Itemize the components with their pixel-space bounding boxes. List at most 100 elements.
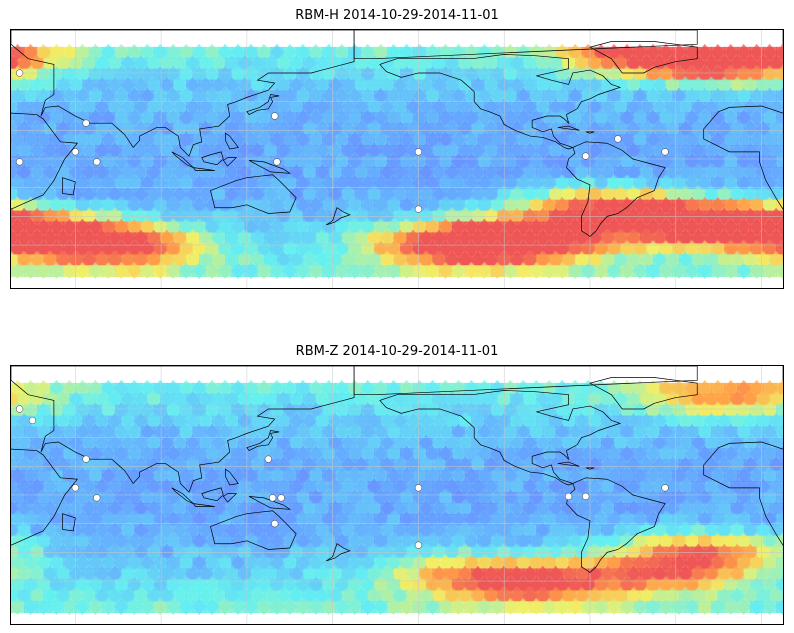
swath-diamond	[620, 489, 635, 506]
swath-diamond	[659, 445, 674, 463]
swath-diamond	[36, 467, 51, 485]
swath-diamond	[179, 467, 194, 485]
swath-diamond	[769, 434, 783, 452]
swath-diamond	[75, 445, 90, 463]
swath-diamond	[471, 499, 486, 517]
swath-diamond	[458, 499, 473, 517]
swath-diamond	[49, 379, 64, 397]
swath-diamond	[205, 218, 220, 236]
swath-diamond	[296, 379, 311, 397]
swath-diamond	[549, 478, 564, 495]
swath-diamond	[477, 445, 492, 463]
swath-diamond	[315, 229, 330, 247]
swath-diamond	[704, 478, 719, 495]
swath-diamond	[244, 576, 259, 594]
swath-diamond	[114, 554, 129, 572]
swath-diamond	[503, 131, 518, 149]
swath-diamond	[160, 499, 175, 517]
swath-diamond	[153, 379, 168, 397]
swath-diamond	[639, 478, 654, 495]
swath-diamond	[516, 240, 531, 258]
swath-diamond	[769, 98, 783, 116]
swath-diamond	[218, 153, 233, 170]
swath-diamond	[594, 153, 609, 170]
swath-diamond	[43, 229, 58, 247]
swath-diamond	[23, 262, 38, 280]
swath-diamond	[23, 87, 38, 105]
swath-diamond	[335, 401, 350, 419]
swath-diamond	[724, 554, 739, 572]
swath-diamond	[763, 467, 778, 485]
swath-diamond	[756, 76, 771, 94]
swath-diamond	[432, 98, 447, 116]
swath-diamond	[380, 54, 395, 72]
swath-diamond	[730, 565, 745, 583]
swath-diamond	[484, 76, 499, 94]
swath-diamond	[237, 163, 252, 181]
swath-diamond	[101, 262, 116, 280]
swath-diamond	[529, 554, 544, 572]
swath-diamond	[114, 240, 129, 258]
swath-diamond	[600, 434, 615, 452]
swath-diamond	[523, 98, 538, 116]
swath-diamond	[276, 229, 291, 247]
swath-diamond	[17, 185, 32, 203]
swath-diamond	[309, 240, 324, 258]
swath-diamond	[101, 423, 116, 441]
swath-diamond	[380, 185, 395, 203]
swath-diamond	[218, 262, 233, 280]
swath-diamond	[542, 554, 557, 572]
swath-diamond	[11, 87, 25, 105]
swath-diamond	[484, 229, 499, 247]
swath-diamond	[588, 499, 602, 517]
swath-diamond	[296, 196, 311, 214]
swath-diamond	[101, 43, 116, 61]
swath-diamond	[763, 131, 778, 149]
swath-diamond	[717, 412, 732, 430]
swath-diamond	[62, 576, 77, 594]
swath-diamond	[691, 229, 706, 247]
swath-diamond	[399, 467, 414, 485]
swath-diamond	[173, 163, 188, 181]
swath-diamond	[626, 142, 641, 159]
swath-diamond	[186, 390, 201, 408]
swath-diamond	[477, 87, 492, 105]
swath-diamond	[199, 76, 213, 94]
swath-diamond	[678, 478, 693, 495]
swath-diamond	[594, 401, 609, 419]
swath-diamond	[575, 412, 590, 430]
swath-diamond	[374, 153, 389, 170]
swath-diamond	[244, 218, 259, 236]
swath-diamond	[633, 379, 648, 397]
swath-diamond	[406, 521, 421, 539]
swath-diamond	[49, 467, 64, 485]
swath-diamond	[62, 65, 77, 83]
swath-diamond	[471, 456, 486, 474]
swath-diamond	[536, 565, 551, 583]
swath-diamond	[555, 532, 570, 550]
swath-diamond	[445, 229, 460, 247]
swath-diamond	[750, 423, 765, 441]
swath-diamond	[257, 153, 272, 170]
swath-diamond	[302, 565, 317, 583]
swath-diamond	[218, 423, 233, 441]
swath-diamond	[361, 218, 376, 236]
swath-diamond	[652, 412, 667, 430]
swath-diamond	[23, 401, 38, 419]
swath-diamond	[108, 142, 123, 159]
swath-diamond	[121, 142, 136, 159]
swath-diamond	[36, 576, 51, 594]
swath-diamond	[30, 251, 45, 269]
swath-diamond	[717, 229, 732, 247]
swath-diamond	[399, 109, 414, 127]
swath-diamond	[750, 401, 765, 419]
swath-diamond	[510, 54, 525, 72]
swath-diamond	[536, 390, 551, 408]
swath-diamond	[322, 445, 337, 463]
swath-diamond	[711, 109, 726, 127]
swath-diamond	[36, 196, 51, 214]
swath-diamond	[36, 153, 51, 170]
swath-diamond	[445, 251, 460, 269]
swath-diamond	[393, 521, 408, 539]
swath-diamond	[179, 131, 194, 149]
